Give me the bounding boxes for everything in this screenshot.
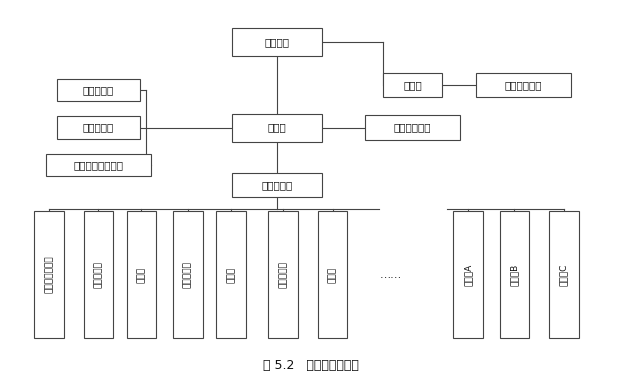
Bar <box>233 113 322 141</box>
Text: 人事与薪酬委员会: 人事与薪酬委员会 <box>73 160 123 170</box>
Text: 监事会: 监事会 <box>403 80 422 90</box>
Text: 审计委员会: 审计委员会 <box>83 122 114 133</box>
Bar <box>127 211 156 338</box>
Text: 分公司C: 分公司C <box>559 263 569 286</box>
Bar <box>549 211 578 338</box>
Bar <box>365 115 460 139</box>
Text: 投资部: 投资部 <box>226 266 235 283</box>
Text: 董事会办公室: 董事会办公室 <box>394 122 432 133</box>
Text: 分公司B: 分公司B <box>510 263 519 286</box>
Text: 股东大会: 股东大会 <box>264 37 290 47</box>
Bar <box>269 211 298 338</box>
Text: 图 5.2   企业组织架构图: 图 5.2 企业组织架构图 <box>263 359 359 372</box>
Text: 审计部: 审计部 <box>328 266 337 283</box>
Text: 财务部: 财务部 <box>137 266 146 283</box>
Bar <box>233 173 322 197</box>
Bar <box>383 73 442 97</box>
Bar <box>46 153 151 176</box>
Bar <box>233 28 322 56</box>
Text: 大数据处理中心: 大数据处理中心 <box>45 256 53 293</box>
Bar <box>34 211 64 338</box>
Bar <box>318 211 347 338</box>
Text: 董事会: 董事会 <box>267 122 287 133</box>
Bar <box>173 211 203 338</box>
Text: 法律事务部: 法律事务部 <box>183 261 192 288</box>
Text: 金融事业部: 金融事业部 <box>279 261 288 288</box>
Bar <box>57 79 140 101</box>
Text: ……: …… <box>380 270 402 280</box>
Text: 监事会办公室: 监事会办公室 <box>505 80 542 90</box>
Bar <box>83 211 113 338</box>
Text: 战略委员会: 战略委员会 <box>83 85 114 95</box>
Text: 高级经理层: 高级经理层 <box>261 180 293 190</box>
Bar <box>57 116 140 139</box>
Bar <box>499 211 529 338</box>
Text: 人力资源部: 人力资源部 <box>94 261 103 288</box>
Bar <box>476 73 572 97</box>
Bar <box>216 211 246 338</box>
Bar <box>453 211 483 338</box>
Text: 分公司A: 分公司A <box>463 263 473 286</box>
